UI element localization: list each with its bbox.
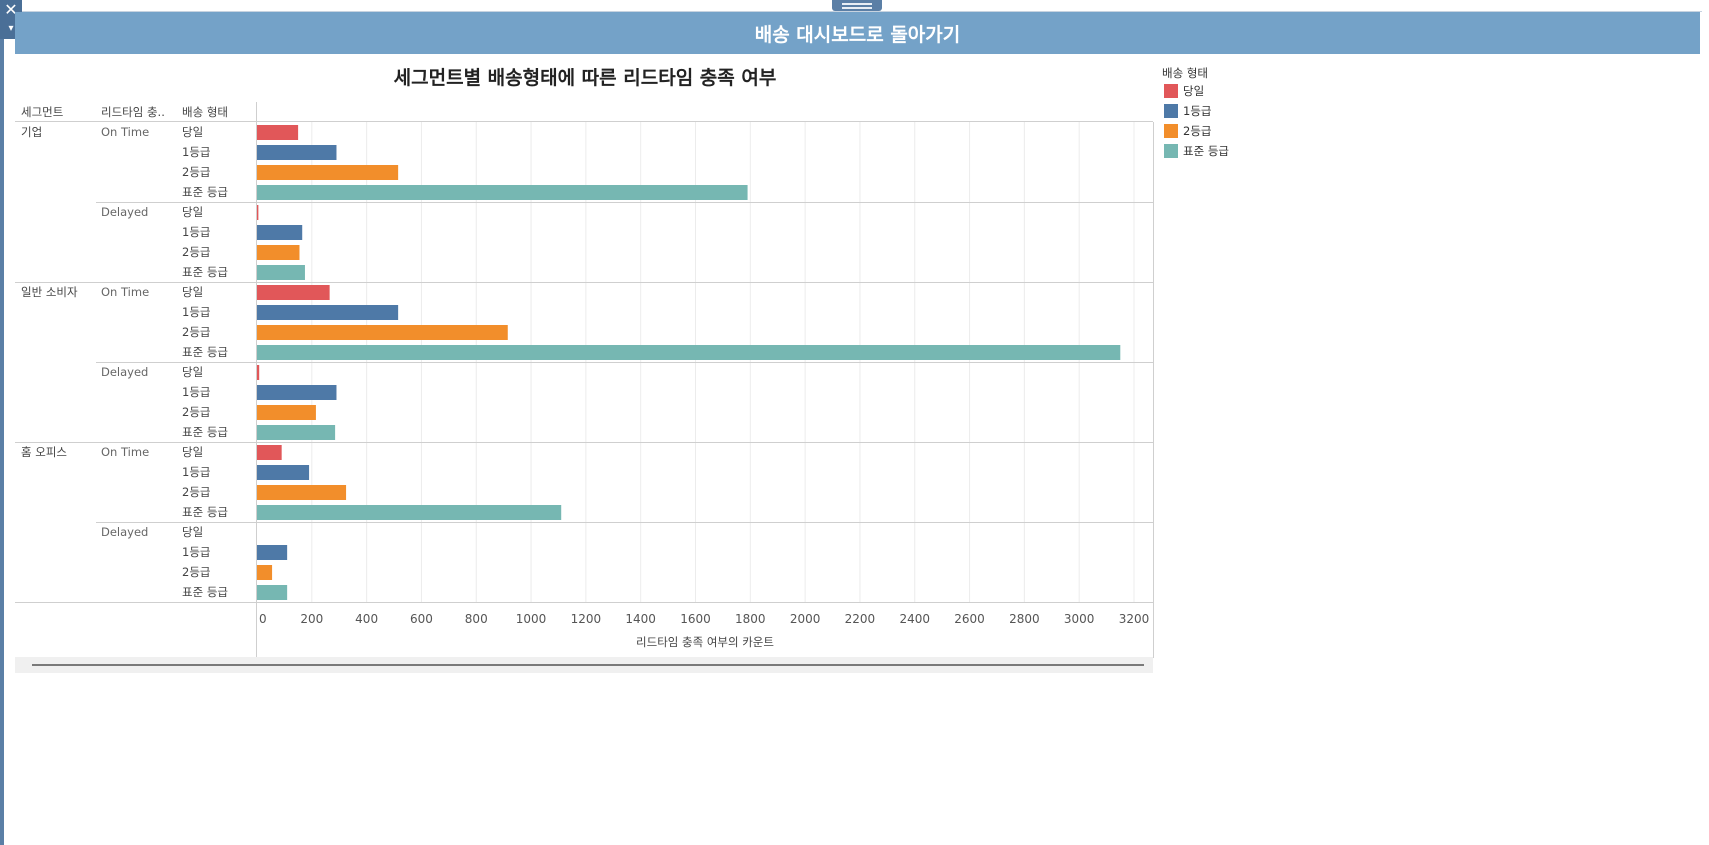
bar	[257, 545, 288, 560]
legend-item[interactable]: 당일	[1164, 84, 1204, 98]
x-tick-label: 200	[300, 612, 323, 626]
bar	[257, 425, 336, 440]
segment-label: 기업	[21, 125, 42, 139]
bar	[257, 505, 562, 520]
x-tick-label: 1000	[516, 612, 547, 626]
x-tick-label: 800	[465, 612, 488, 626]
x-tick-label: 0	[259, 612, 267, 626]
shipmode-label: 1등급	[182, 305, 210, 319]
x-tick-label: 1600	[680, 612, 711, 626]
shipmode-label: 2등급	[182, 485, 210, 499]
shipmode-label: 1등급	[182, 465, 210, 479]
legend-swatch	[1164, 124, 1178, 138]
bar	[257, 265, 305, 280]
shipmode-label: 표준 등급	[182, 265, 228, 279]
chart-title: 세그먼트별 배송형태에 따른 리드타임 충족 여부	[393, 67, 777, 89]
bar	[257, 125, 299, 140]
bar	[257, 205, 259, 220]
legend-swatch	[1164, 84, 1178, 98]
x-tick-label: 400	[355, 612, 378, 626]
back-to-dashboard-button[interactable]: 배송 대시보드로 돌아가기	[15, 12, 1700, 54]
bar	[257, 305, 399, 320]
header-shipmode[interactable]: 배송 형태	[182, 105, 228, 119]
shipmode-label: 1등급	[182, 385, 210, 399]
legend-label: 1등급	[1183, 104, 1212, 118]
window-left-edge	[0, 0, 4, 845]
x-tick-label: 1400	[625, 612, 656, 626]
bar	[257, 285, 330, 300]
x-tick-label: 2600	[954, 612, 985, 626]
leadtime-status-label: Delayed	[101, 205, 148, 219]
x-tick-label: 2800	[1009, 612, 1040, 626]
leadtime-status-label: On Time	[101, 125, 149, 139]
legend-title: 배송 형태	[1162, 66, 1208, 80]
bar	[257, 365, 260, 380]
x-tick-label: 1200	[571, 612, 602, 626]
bar	[257, 445, 282, 460]
shipmode-label: 당일	[182, 445, 203, 459]
x-tick-label: 3200	[1119, 612, 1150, 626]
shipmode-label: 2등급	[182, 325, 210, 339]
leadtime-status-label: Delayed	[101, 365, 148, 379]
legend-item[interactable]: 1등급	[1164, 104, 1211, 118]
bar	[257, 465, 310, 480]
bar	[257, 405, 316, 420]
shipmode-label: 2등급	[182, 165, 210, 179]
bar	[257, 225, 303, 240]
segment-label: 홈 오피스	[21, 445, 67, 459]
bar	[257, 345, 1121, 360]
x-tick-label: 2000	[790, 612, 821, 626]
shipmode-label: 당일	[182, 525, 203, 539]
bar	[257, 565, 273, 580]
shipmode-label: 당일	[182, 125, 203, 139]
shipmode-label: 당일	[182, 285, 203, 299]
x-tick-label: 3000	[1064, 612, 1095, 626]
shipmode-label: 표준 등급	[182, 585, 228, 599]
shipmode-label: 표준 등급	[182, 425, 228, 439]
bar	[257, 185, 748, 200]
shipmode-label: 당일	[182, 365, 203, 379]
header-segment[interactable]: 세그먼트	[21, 105, 64, 119]
scrollbar-thumb[interactable]	[32, 664, 1144, 666]
bar	[257, 245, 300, 260]
bar	[257, 485, 347, 500]
x-axis-title: 리드타임 충족 여부의 카운트	[636, 635, 774, 649]
header-leadtime[interactable]: 리드타임 충..	[101, 105, 165, 119]
bar	[257, 165, 399, 180]
shipmode-label: 2등급	[182, 565, 210, 579]
x-tick-label: 2200	[845, 612, 876, 626]
horizontal-scrollbar[interactable]	[15, 657, 1153, 673]
shipmode-label: 표준 등급	[182, 345, 228, 359]
legend-label: 표준 등급	[1183, 144, 1229, 158]
x-tick-label: 2400	[899, 612, 930, 626]
leadtime-status-label: On Time	[101, 285, 149, 299]
shipmode-label: 2등급	[182, 245, 210, 259]
legend-item[interactable]: 2등급	[1164, 124, 1211, 138]
bar	[257, 585, 288, 600]
legend-swatch	[1164, 144, 1178, 158]
shipmode-label: 1등급	[182, 225, 210, 239]
legend-item[interactable]: 표준 등급	[1164, 144, 1229, 158]
shipmode-label: 1등급	[182, 145, 210, 159]
legend-label: 2등급	[1183, 124, 1212, 138]
x-tick-label: 600	[410, 612, 433, 626]
leadtime-status-label: On Time	[101, 445, 149, 459]
shipmode-label: 당일	[182, 205, 203, 219]
segment-label: 일반 소비자	[21, 285, 78, 299]
leadtime-status-label: Delayed	[101, 525, 148, 539]
bar	[257, 145, 337, 160]
shipmode-label: 표준 등급	[182, 505, 228, 519]
bar	[257, 325, 508, 340]
legend-swatch	[1164, 104, 1178, 118]
shipmode-label: 2등급	[182, 405, 210, 419]
legend-label: 당일	[1183, 84, 1205, 98]
top-divider	[22, 11, 1702, 12]
bar	[257, 385, 337, 400]
x-tick-label: 1800	[735, 612, 766, 626]
shipmode-label: 1등급	[182, 545, 210, 559]
drag-handle[interactable]	[832, 0, 882, 11]
shipmode-label: 표준 등급	[182, 185, 228, 199]
